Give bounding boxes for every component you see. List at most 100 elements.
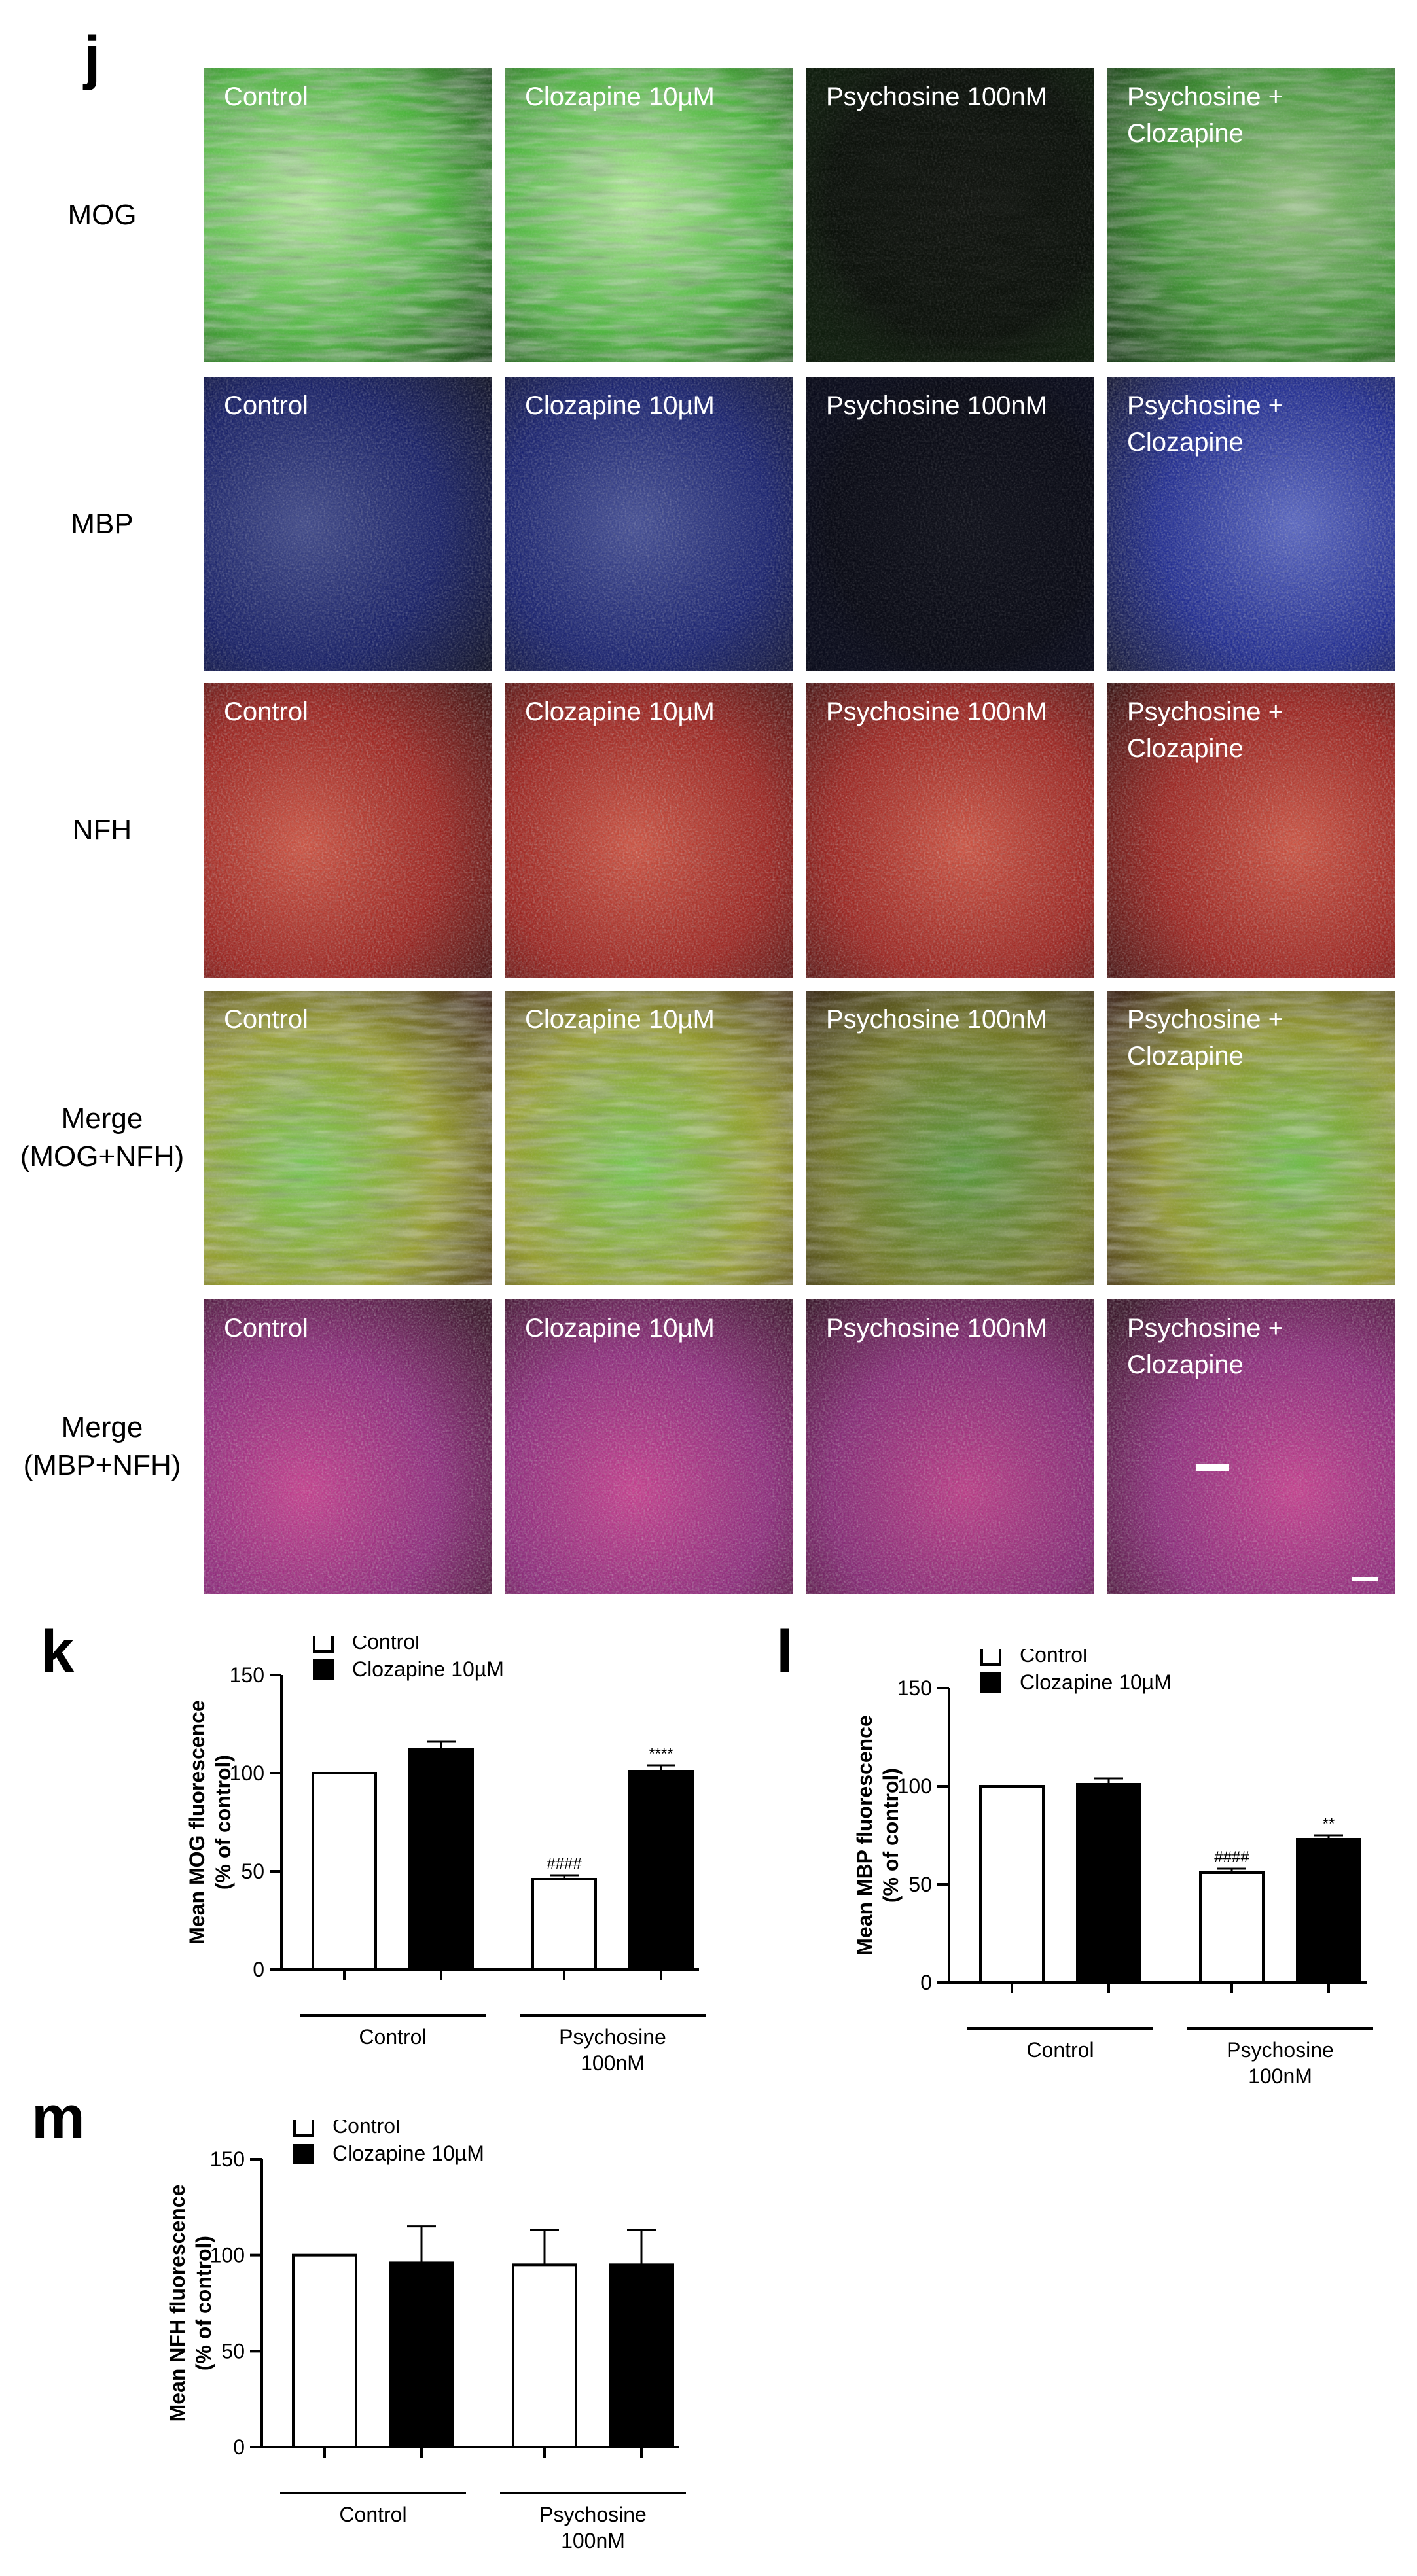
micrograph-mog-col2: Clozapine 10µM [505, 68, 793, 362]
micrograph-mbp-nfh-col1: Control [204, 1299, 492, 1594]
y-axis-label: Mean MBP fluorescence (% of control) [853, 1715, 903, 1956]
micrograph-caption: Psychosine + Clozapine [1127, 1314, 1284, 1379]
y-tick-label: 100 [230, 1761, 264, 1785]
group-label-line: Psychosine [1227, 2038, 1334, 2062]
y-tick-label: 0 [920, 1971, 932, 1994]
row-label-line: MOG [67, 199, 137, 231]
micrograph-texture [1107, 991, 1395, 1285]
micrograph-nfh-col3: Psychosine 100nM [806, 683, 1094, 978]
bar-control-1 [292, 2253, 357, 2449]
scale-bar-small [1352, 1577, 1378, 1581]
micrograph-texture [204, 377, 492, 671]
bar-control-2 [512, 2263, 577, 2448]
micrograph-mog-col3: Psychosine 100nM [806, 68, 1094, 362]
row-label-3: NFH [0, 811, 204, 849]
y-axis-label: Mean MOG fluorescence (% of control) [185, 1700, 235, 1944]
micrograph-nfh-col2: Clozapine 10µM [505, 683, 793, 978]
significance-label: #### [547, 1855, 582, 1873]
bar-control-1 [312, 1772, 377, 1971]
micrograph-mbp-nfh-col2: Clozapine 10µM [505, 1299, 793, 1594]
y-tick-label: 100 [210, 2244, 245, 2267]
row-label-line: MBP [71, 508, 134, 540]
micrograph-caption: Control [224, 82, 308, 111]
y-tick-label: 150 [897, 1676, 932, 1700]
row-label-1: MOG [0, 196, 204, 234]
row-label-line: NFH [72, 814, 132, 846]
micrograph-texture [204, 68, 492, 362]
bar-clozapine-10-m-2 [628, 1770, 694, 1971]
micrograph-texture [1107, 683, 1395, 978]
group-label-line: Psychosine [559, 2025, 666, 2049]
y-tick-label: 0 [253, 1958, 264, 1981]
micrograph-caption: Clozapine 10µM [525, 1005, 715, 1034]
micrograph-caption: Psychosine 100nM [826, 82, 1047, 111]
micrograph-caption: Psychosine + Clozapine [1127, 1005, 1284, 1070]
micrograph-caption: Psychosine + Clozapine [1127, 697, 1284, 763]
micrograph-texture [806, 68, 1094, 362]
row-label-4: Merge (MOG+NFH) [0, 1100, 204, 1176]
y-axis-label: Mean NFH fluorescence (% of control) [166, 2185, 215, 2422]
micrograph-texture [505, 991, 793, 1285]
legend-label: Clozapine 10µM [332, 2142, 484, 2165]
bar-clozapine-10-m-2 [609, 2263, 674, 2448]
group-label-line: Control [1026, 2038, 1094, 2062]
row-label-2: MBP [0, 505, 204, 543]
row-label-line: (MBP+NFH) [23, 1449, 181, 1481]
micrograph-caption: Psychosine 100nM [826, 1005, 1047, 1034]
group-label: Psychosine 100nM [1227, 2038, 1334, 2088]
group-label-line: Control [339, 2503, 406, 2526]
micrograph-caption: Control [224, 1314, 308, 1343]
scale-bar-large [1196, 1464, 1229, 1471]
micrograph-caption: Clozapine 10µM [525, 391, 715, 420]
micrograph-caption: Clozapine 10µM [525, 1314, 715, 1343]
bar-control-2 [1199, 1871, 1265, 1984]
micrograph-texture [505, 1299, 793, 1594]
legend-label: Clozapine 10µM [352, 1657, 504, 1681]
micrograph-caption: Control [224, 697, 308, 726]
micrograph-texture [806, 683, 1094, 978]
micrograph-texture [1107, 377, 1395, 671]
y-tick-label: 150 [210, 2147, 245, 2171]
legend-swatch [980, 1649, 1001, 1666]
group-label: Control [339, 2503, 406, 2526]
micrograph-caption: Control [224, 1005, 308, 1034]
legend-label: Control [1020, 1649, 1087, 1667]
group-label: Psychosine 100nM [539, 2503, 647, 2552]
micrograph-texture [505, 377, 793, 671]
group-label: Psychosine 100nM [559, 2025, 666, 2075]
group-label-line: 100nM [1248, 2064, 1312, 2088]
row-label-line: Merge [61, 1411, 143, 1443]
bar-control-2 [531, 1878, 597, 1971]
bar-control-1 [979, 1785, 1045, 1984]
chart-l-mbp: 0 50 100 150 Mean MBP fluorescence (% of cont… [853, 1649, 1373, 2088]
bar-clozapine-10-m-1 [408, 1748, 474, 1971]
y-axis-label-line: (% of control) [192, 2236, 215, 2371]
micrograph-mog-nfh-col1: Control [204, 991, 492, 1285]
micrograph-mog-col1: Control [204, 68, 492, 362]
y-tick-label: 150 [230, 1663, 264, 1687]
row-label-5: Merge (MBP+NFH) [0, 1409, 204, 1485]
legend-label: Control [332, 2120, 400, 2138]
y-tick-label: 50 [908, 1873, 932, 1896]
y-axis-label-line: Mean MOG fluorescence [185, 1700, 209, 1944]
micrograph-caption: Psychosine + Clozapine [1127, 82, 1284, 148]
group-label-line: 100nM [561, 2529, 625, 2552]
y-axis-label-line: (% of control) [211, 1755, 235, 1890]
micrograph-mbp-col2: Clozapine 10µM [505, 377, 793, 671]
micrograph-caption: Control [224, 391, 308, 420]
group-label-line: Psychosine [539, 2503, 647, 2526]
micrograph-caption: Psychosine + Clozapine [1127, 391, 1284, 457]
micrograph-caption: Psychosine 100nM [826, 1314, 1047, 1343]
micrograph-mbp-nfh-col4: Psychosine + Clozapine [1107, 1299, 1395, 1594]
y-tick-label: 100 [897, 1774, 932, 1798]
micrograph-texture [204, 1299, 492, 1594]
panel-m-letter: m [31, 2084, 85, 2151]
y-axis-label-line: Mean NFH fluorescence [166, 2185, 189, 2422]
micrograph-texture [1107, 68, 1395, 362]
micrograph-mbp-col4: Psychosine + Clozapine [1107, 377, 1395, 671]
legend-label: Clozapine 10µM [1020, 1670, 1172, 1694]
chart-m-nfh: 0 50 100 150 Mean NFH fluorescence (% of cont… [166, 2120, 686, 2552]
micrograph-mbp-col1: Control [204, 377, 492, 671]
micrograph-texture [806, 1299, 1094, 1594]
micrograph-caption: Clozapine 10µM [525, 82, 715, 111]
